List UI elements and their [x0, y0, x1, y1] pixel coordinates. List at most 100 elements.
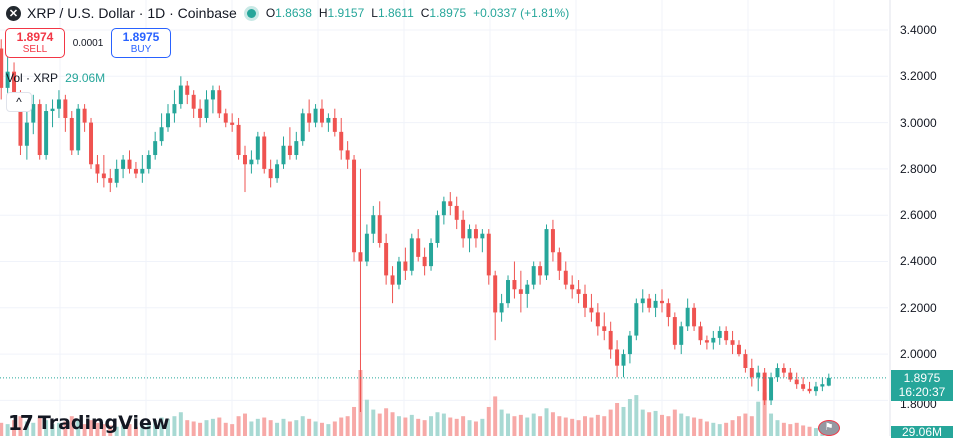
volume-bar — [345, 416, 350, 436]
volume-bar — [685, 416, 690, 436]
volume-bar — [769, 413, 774, 436]
candle-body — [717, 330, 722, 338]
volume-bar — [570, 418, 575, 436]
volume-bar — [223, 422, 228, 436]
candle-body — [82, 108, 87, 123]
candle-body — [448, 201, 453, 206]
candle-body — [18, 99, 23, 146]
volume-bar — [37, 417, 42, 436]
candle-body — [217, 90, 222, 114]
candle-body — [133, 168, 138, 174]
volume-bar — [18, 416, 23, 436]
sell-label: SELL — [22, 44, 48, 55]
volume-bar — [76, 418, 81, 436]
candle-body — [499, 303, 504, 313]
volume-bar — [89, 420, 94, 436]
volume-bar — [550, 412, 555, 436]
volume-bar — [563, 417, 568, 436]
candle-body — [12, 71, 17, 100]
sell-button[interactable]: 1.8974 SELL — [5, 28, 65, 58]
candle-body — [730, 340, 735, 345]
volume-bar — [538, 416, 543, 436]
candle-body — [89, 122, 94, 165]
volume-bar — [493, 396, 498, 436]
candle-body — [396, 261, 401, 285]
candle-body — [326, 117, 331, 123]
price-tick: 2.6000 — [900, 208, 937, 222]
candle-body — [300, 113, 305, 142]
candle-body — [672, 317, 677, 345]
candle-body — [422, 256, 427, 267]
candle-body — [153, 141, 158, 156]
volume-legend[interactable]: Vol · XRP 29.06M — [6, 71, 105, 85]
candle-body — [371, 215, 376, 234]
volume-bar — [403, 417, 408, 436]
volume-bar — [813, 428, 818, 436]
volume-bar — [602, 416, 607, 436]
candle-body — [69, 117, 74, 151]
candle-body — [236, 124, 241, 156]
volume-bar — [762, 392, 767, 436]
volume-bar — [172, 416, 177, 436]
candle-body — [429, 242, 434, 267]
volume-bar — [525, 417, 530, 436]
tradingview-wordmark: TradingView — [37, 412, 170, 434]
candle-body — [570, 284, 575, 290]
volume-bar — [31, 422, 36, 436]
tradingview-mark-icon: 17 — [8, 411, 34, 435]
volume-bar — [230, 424, 235, 436]
us-flag-event-icon[interactable]: ⚑ — [818, 420, 840, 436]
candle-body — [416, 238, 421, 257]
symbol-title[interactable]: XRP / U.S. Dollar · 1D · Coinbase — [27, 5, 237, 21]
volume-bar — [63, 421, 68, 436]
volume-bar — [647, 412, 652, 436]
candle-body — [467, 229, 472, 239]
volume-bar — [756, 401, 761, 436]
volume-bar — [499, 409, 504, 436]
candle-body — [146, 155, 151, 169]
volume-bar — [217, 417, 222, 436]
candle-body — [583, 293, 587, 308]
candle-body — [608, 330, 613, 350]
volume-bar — [294, 420, 299, 436]
candle-body — [512, 280, 517, 290]
candle-body — [724, 330, 729, 341]
price-axis[interactable]: 3.4000 3.2000 3.0000 2.8000 2.6000 2.400… — [890, 0, 953, 436]
volume-bar — [198, 422, 203, 436]
volume-bar — [44, 420, 49, 436]
candle-body — [390, 275, 395, 285]
candle-body — [198, 108, 203, 118]
volume-bar — [640, 409, 645, 436]
candle-body — [377, 215, 382, 243]
candle-body — [544, 229, 549, 276]
market-open-indicator — [246, 8, 256, 18]
sell-price: 1.8974 — [16, 30, 54, 44]
candle-body — [56, 99, 61, 109]
collapse-legend-button[interactable]: ^ — [6, 92, 32, 112]
candle-body — [563, 270, 568, 285]
volume-bar — [544, 408, 549, 436]
volume-bar — [730, 420, 735, 436]
candle-body — [37, 104, 42, 156]
volume-bar — [108, 425, 113, 436]
volume-bar — [416, 418, 421, 436]
candle-body — [178, 85, 183, 105]
volume-bar — [121, 425, 126, 436]
volume-bar — [698, 418, 703, 436]
tradingview-logo[interactable]: 17 TradingView — [8, 411, 169, 435]
volume-bar — [281, 418, 286, 436]
ohlc-open: O1.8638 — [265, 6, 312, 20]
candle-body — [647, 298, 652, 308]
candle-body — [538, 266, 543, 276]
candle-body — [287, 145, 292, 156]
buy-button[interactable]: 1.8975 BUY — [111, 28, 171, 58]
candle-body — [704, 340, 709, 343]
candle-body — [364, 233, 369, 262]
volume-bar — [191, 421, 196, 436]
candle-body — [204, 99, 209, 118]
candle-body — [666, 303, 671, 318]
candle-body — [557, 252, 562, 271]
buy-label: BUY — [130, 44, 152, 55]
candle-body — [114, 168, 119, 183]
